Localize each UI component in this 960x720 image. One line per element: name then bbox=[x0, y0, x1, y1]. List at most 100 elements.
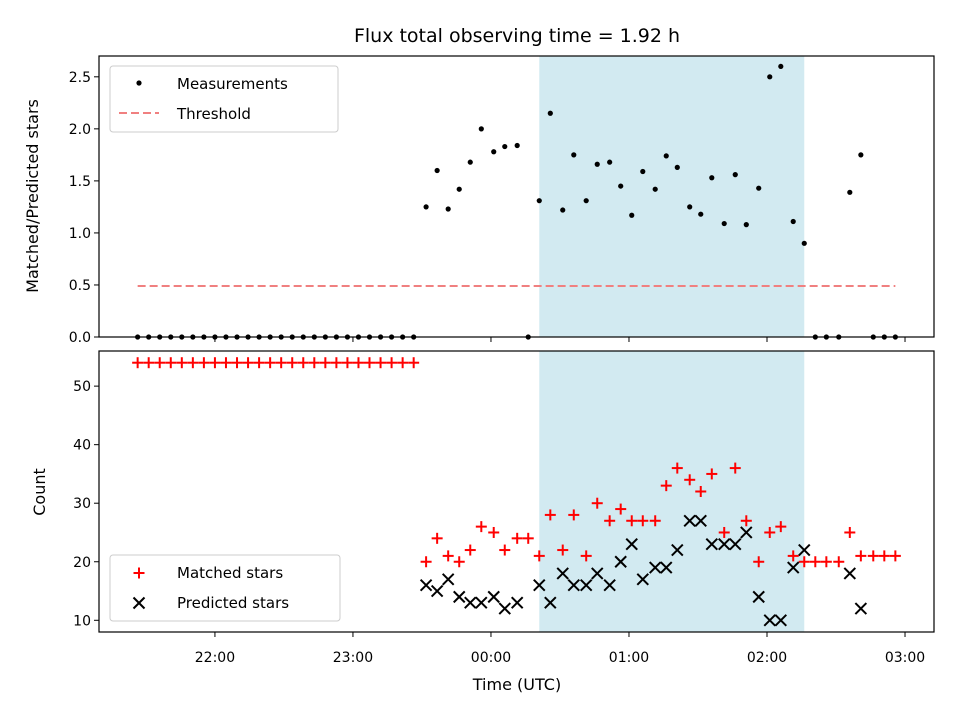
measurement-point bbox=[491, 149, 497, 155]
bottom-plot-frame bbox=[98, 350, 935, 633]
predicted-star-point bbox=[475, 596, 488, 609]
measurement-point bbox=[456, 186, 462, 192]
predicted-star-point bbox=[533, 578, 546, 592]
matched-star-point bbox=[798, 556, 810, 568]
matched-star-point bbox=[488, 526, 500, 538]
measurement-point bbox=[778, 63, 784, 70]
legend-matched-plus bbox=[133, 567, 145, 579]
matched-star-point bbox=[637, 515, 649, 527]
predicted-star-point bbox=[705, 537, 719, 551]
measurement-point bbox=[547, 110, 553, 116]
predicted-star-point bbox=[603, 578, 616, 592]
measurement-point bbox=[847, 189, 853, 195]
matched-star-point bbox=[867, 550, 879, 562]
legend-predicted-label: Predicted stars bbox=[177, 594, 289, 612]
bottom-panel: 10 20 30 40 50 22:00 23:00 00:00 01:00 02:00 03:0… bbox=[30, 350, 935, 694]
matched-star-point bbox=[604, 515, 616, 527]
matched-star-point bbox=[187, 357, 199, 369]
matched-star-point bbox=[833, 556, 845, 568]
measurement-point bbox=[434, 167, 440, 174]
measurement-point bbox=[560, 207, 566, 213]
predicted-star-point bbox=[430, 584, 444, 598]
matched-star-point bbox=[775, 521, 787, 533]
matched-star-point bbox=[706, 468, 718, 480]
matched-star-point bbox=[544, 509, 556, 521]
x-tick-label: 01:00 bbox=[609, 650, 649, 666]
predicted-star-point bbox=[544, 596, 557, 609]
predicted-star-point bbox=[763, 614, 776, 627]
measurement-point bbox=[467, 159, 473, 165]
matched-star-point bbox=[364, 357, 376, 369]
matched-star-point bbox=[431, 532, 443, 544]
matched-star-point bbox=[231, 357, 243, 369]
matched-star-point bbox=[568, 509, 580, 521]
top-legend-box bbox=[109, 65, 339, 133]
matched-star-point bbox=[375, 357, 387, 369]
chart-title: Flux total observing time = 1.92 h bbox=[354, 25, 680, 47]
matched-star-point bbox=[718, 526, 730, 538]
matched-star-point bbox=[499, 544, 511, 556]
measurement-point bbox=[571, 152, 577, 158]
matched-star-point bbox=[386, 357, 398, 369]
measurement-point bbox=[618, 183, 624, 189]
measurement-point bbox=[445, 206, 451, 212]
matched-star-point bbox=[209, 357, 221, 369]
legend-matched-label: Matched stars bbox=[177, 564, 283, 582]
legend-predicted-marker bbox=[132, 596, 146, 610]
matched-star-point bbox=[176, 357, 188, 369]
measurement-point bbox=[640, 168, 646, 175]
predicted-star-point bbox=[854, 602, 868, 615]
matched-star-point bbox=[889, 550, 901, 562]
measurement-point bbox=[709, 175, 715, 181]
matched-star-point bbox=[453, 556, 465, 568]
top-x-ticks bbox=[214, 337, 906, 342]
measurement-point bbox=[801, 240, 807, 246]
matched-star-point bbox=[264, 357, 276, 369]
top-y-axis-label: Matched/Predicted stars bbox=[23, 99, 42, 293]
predicted-star-point bbox=[740, 526, 753, 539]
measurement-point bbox=[767, 74, 773, 80]
matched-star-point bbox=[132, 357, 144, 369]
predicted-star-point bbox=[660, 561, 673, 574]
measurement-point bbox=[687, 204, 693, 210]
predicted-star-point bbox=[718, 537, 731, 551]
measurement-point bbox=[732, 172, 738, 178]
predicted-star-point bbox=[671, 543, 684, 557]
y-tick-label: 2.5 bbox=[69, 70, 91, 86]
matched-star-point bbox=[319, 357, 331, 369]
bottom-marks bbox=[132, 357, 901, 627]
predicted-star-point bbox=[567, 578, 580, 592]
x-tick-label: 23:00 bbox=[333, 650, 373, 666]
x-tick-label: 03:00 bbox=[885, 650, 925, 666]
legend-measurements-marker bbox=[136, 80, 142, 86]
legend-measurements-label: Measurements bbox=[177, 75, 288, 93]
y-tick-label: 10 bbox=[73, 613, 91, 629]
x-tick-label: 00:00 bbox=[471, 650, 511, 666]
predicted-star-point bbox=[843, 567, 857, 580]
measurement-point bbox=[652, 186, 658, 192]
matched-star-point bbox=[286, 357, 298, 369]
measurement-point bbox=[478, 126, 484, 132]
predicted-star-point bbox=[441, 573, 455, 586]
matched-star-point bbox=[154, 357, 166, 369]
matched-star-point bbox=[626, 515, 638, 527]
predicted-star-point bbox=[683, 514, 696, 527]
matched-star-point bbox=[511, 532, 523, 544]
bottom-legend-box bbox=[109, 554, 341, 622]
matched-star-point bbox=[557, 544, 569, 556]
matched-star-point bbox=[671, 462, 683, 474]
predicted-star-point bbox=[614, 555, 627, 568]
measurement-point bbox=[721, 220, 727, 227]
x-tick-label: 22:00 bbox=[195, 650, 235, 666]
matched-star-point bbox=[649, 515, 661, 527]
predicted-star-point bbox=[453, 590, 466, 604]
top-marks bbox=[135, 63, 898, 340]
matched-star-point bbox=[341, 357, 353, 369]
matched-star-point bbox=[820, 556, 832, 568]
y-tick-label: 0.0 bbox=[69, 330, 91, 346]
matched-star-point bbox=[330, 357, 342, 369]
matched-star-point bbox=[397, 357, 409, 369]
top-panel: 0.0 0.5 1.0 1.5 2.0 2.5 Matched/Predicted sta… bbox=[23, 55, 935, 346]
matched-star-point bbox=[787, 550, 799, 562]
